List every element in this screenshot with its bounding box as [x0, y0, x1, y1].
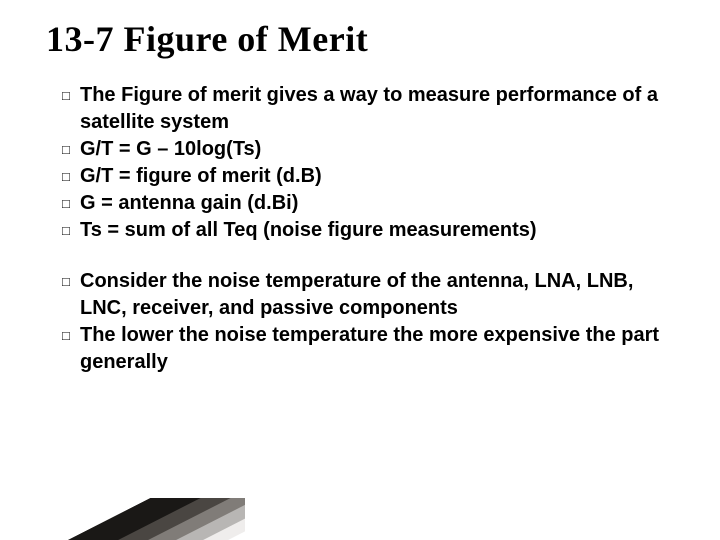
- bullet-marker-icon: □: [62, 168, 80, 186]
- list-item: □G/T = figure of merit (d.B): [46, 163, 674, 190]
- corner-decoration: [0, 498, 245, 540]
- bullet-marker-icon: □: [62, 273, 80, 291]
- bullet-text: G = antenna gain (d.Bi): [80, 192, 298, 214]
- bullet-marker-icon: □: [62, 195, 80, 213]
- list-item: □G = antenna gain (d.Bi): [46, 190, 674, 217]
- list-item: □The Figure of merit gives a way to meas…: [46, 82, 674, 136]
- bullet-marker-icon: □: [62, 141, 80, 159]
- list-item: □G/T = G – 10log(Ts): [46, 136, 674, 163]
- list-item: □Consider the noise temperature of the a…: [46, 268, 674, 322]
- bullet-marker-icon: □: [62, 87, 80, 105]
- list-item: □The lower the noise temperature the mor…: [46, 322, 674, 376]
- bullet-text: Ts = sum of all Teq (noise figure measur…: [80, 219, 537, 241]
- slide: 13-7 Figure of Merit □The Figure of meri…: [0, 0, 720, 540]
- bullet-marker-icon: □: [62, 222, 80, 240]
- bullet-text: The Figure of merit gives a way to measu…: [80, 84, 658, 133]
- bullet-text: Consider the noise temperature of the an…: [80, 270, 633, 319]
- list-item: □Ts = sum of all Teq (noise figure measu…: [46, 217, 674, 244]
- bullet-group-2: □Consider the noise temperature of the a…: [46, 268, 674, 376]
- bullet-text: G/T = figure of merit (d.B): [80, 165, 322, 187]
- bullet-text: The lower the noise temperature the more…: [80, 324, 659, 373]
- bullet-marker-icon: □: [62, 327, 80, 345]
- bullet-text: G/T = G – 10log(Ts): [80, 138, 261, 160]
- slide-title: 13-7 Figure of Merit: [46, 18, 674, 60]
- bullet-group-1: □The Figure of merit gives a way to meas…: [46, 82, 674, 244]
